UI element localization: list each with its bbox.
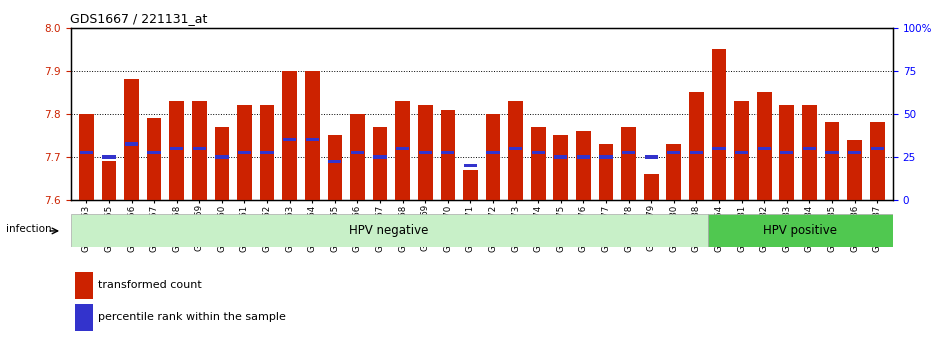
Bar xyxy=(306,138,319,141)
Text: HPV negative: HPV negative xyxy=(350,224,429,237)
Bar xyxy=(373,127,387,200)
Text: percentile rank within the sample: percentile rank within the sample xyxy=(98,312,286,322)
Bar xyxy=(260,151,274,154)
Bar xyxy=(124,79,139,200)
Bar xyxy=(780,151,793,154)
Bar xyxy=(193,147,206,150)
Bar xyxy=(803,147,816,150)
Bar xyxy=(645,155,658,159)
Bar xyxy=(238,151,251,154)
Bar xyxy=(486,114,500,200)
Bar xyxy=(690,151,703,154)
Bar xyxy=(80,151,93,154)
Bar xyxy=(418,105,432,200)
Bar xyxy=(327,135,342,200)
Bar xyxy=(825,151,838,154)
Bar xyxy=(148,151,161,154)
Bar xyxy=(708,214,893,247)
Bar xyxy=(757,92,772,200)
Bar xyxy=(712,49,727,200)
Bar xyxy=(102,161,117,200)
Bar xyxy=(350,114,365,200)
Bar xyxy=(283,138,296,141)
Bar xyxy=(735,151,748,154)
Bar xyxy=(441,151,454,154)
Bar xyxy=(599,144,614,200)
Bar xyxy=(532,151,545,154)
Bar xyxy=(689,92,704,200)
Bar xyxy=(734,101,749,200)
Bar xyxy=(215,155,228,159)
Bar xyxy=(259,105,274,200)
Bar xyxy=(170,147,183,150)
Text: HPV positive: HPV positive xyxy=(763,224,838,237)
Bar xyxy=(79,114,94,200)
Bar xyxy=(74,272,93,299)
Bar xyxy=(147,118,162,200)
Bar xyxy=(870,147,884,150)
Bar xyxy=(600,155,613,159)
Bar xyxy=(847,140,862,200)
Bar xyxy=(70,214,708,247)
Bar xyxy=(509,147,523,150)
Bar xyxy=(169,101,184,200)
Bar xyxy=(554,135,568,200)
Bar xyxy=(644,174,659,200)
Bar xyxy=(667,151,681,154)
Bar xyxy=(74,304,93,331)
Bar xyxy=(396,147,409,150)
Bar xyxy=(463,164,478,167)
Bar xyxy=(441,110,455,200)
Bar xyxy=(824,122,839,200)
Bar xyxy=(351,151,364,154)
Text: GDS1667 / 221131_at: GDS1667 / 221131_at xyxy=(70,12,208,25)
Bar xyxy=(622,151,635,154)
Bar xyxy=(214,127,229,200)
Bar xyxy=(125,142,138,146)
Bar xyxy=(577,155,590,159)
Bar xyxy=(282,71,297,200)
Bar xyxy=(192,101,207,200)
Bar xyxy=(418,151,431,154)
Bar xyxy=(509,101,523,200)
Bar xyxy=(555,155,568,159)
Bar xyxy=(305,71,320,200)
Bar xyxy=(621,127,636,200)
Bar xyxy=(870,122,885,200)
Bar xyxy=(102,155,116,159)
Bar xyxy=(463,170,478,200)
Bar xyxy=(486,151,500,154)
Bar xyxy=(666,144,681,200)
Bar xyxy=(396,101,410,200)
Bar xyxy=(779,105,794,200)
Bar xyxy=(531,127,545,200)
Bar xyxy=(237,105,252,200)
Bar xyxy=(848,151,861,154)
Text: transformed count: transformed count xyxy=(98,280,201,290)
Bar xyxy=(713,147,726,150)
Bar xyxy=(576,131,590,200)
Bar xyxy=(373,155,386,159)
Bar xyxy=(328,159,341,163)
Text: infection: infection xyxy=(6,224,52,234)
Bar xyxy=(802,105,817,200)
Bar xyxy=(758,147,771,150)
